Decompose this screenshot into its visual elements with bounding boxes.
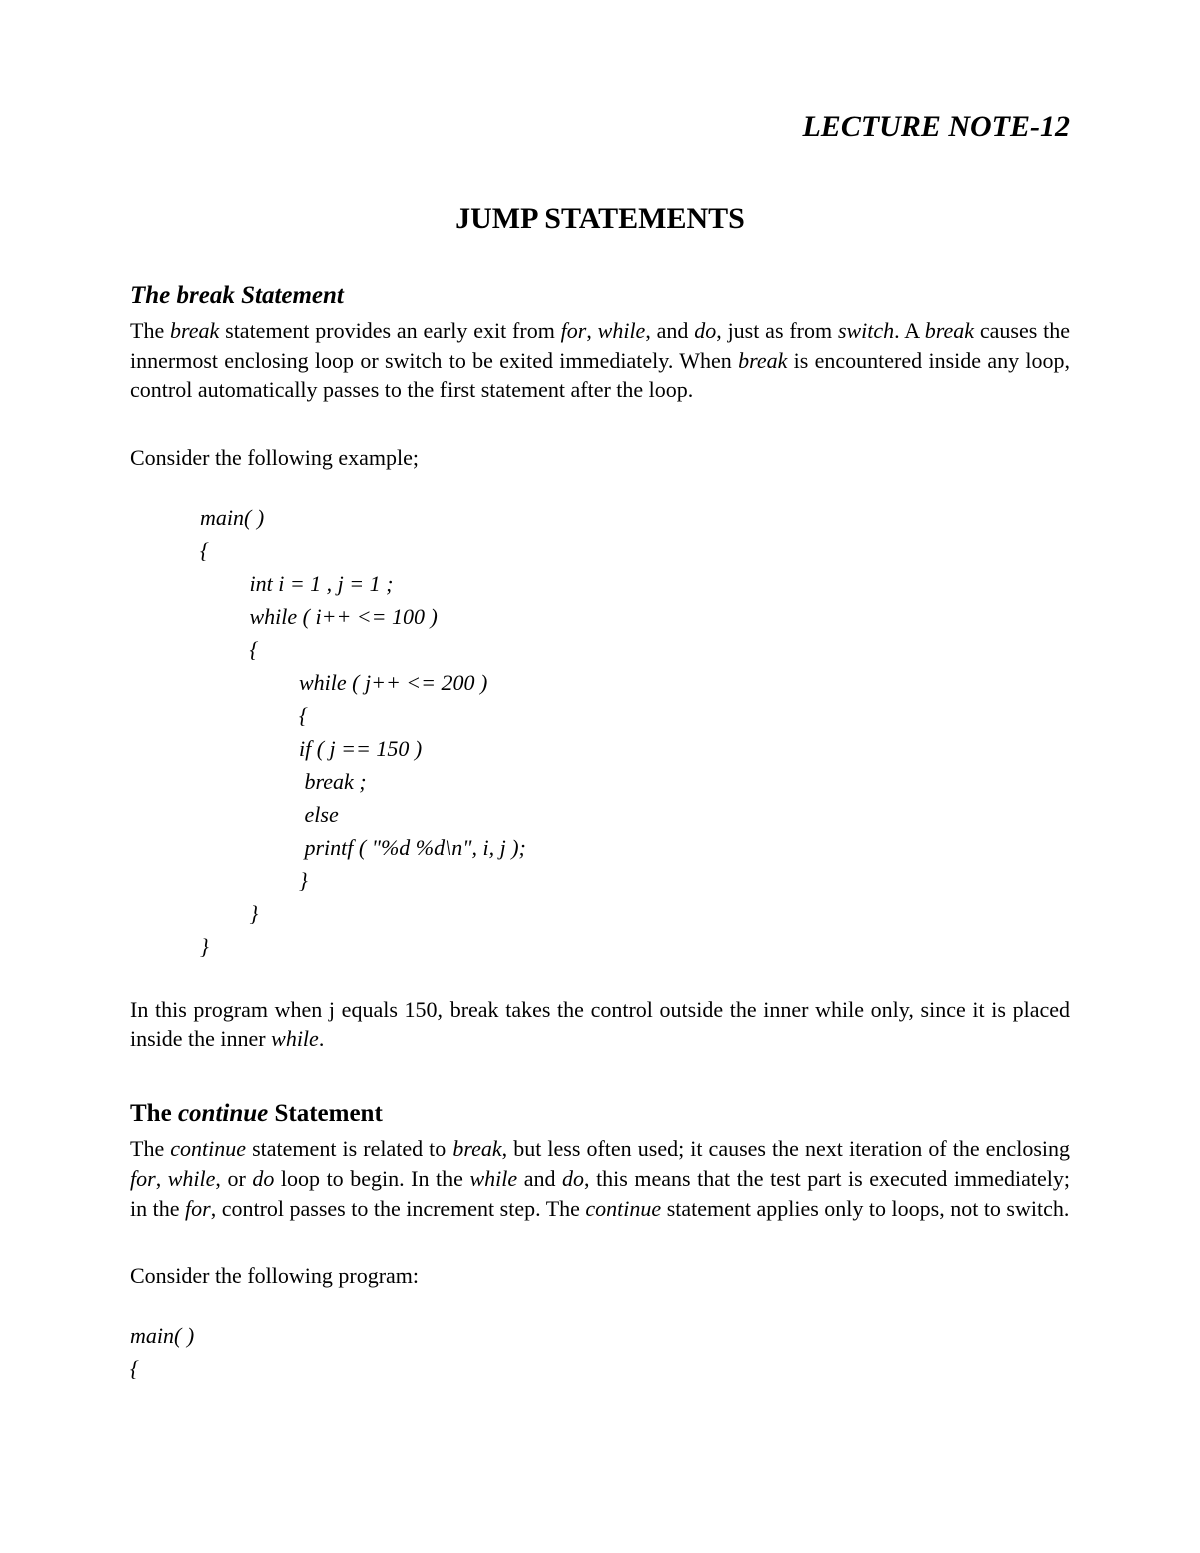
continue-consider-line: Consider the following program: (130, 1261, 1070, 1291)
section-heading-break: The break Statement (130, 282, 1070, 310)
lecture-header: LECTURE NOTE-12 (130, 110, 1070, 144)
heading-ital: continue (178, 1100, 268, 1127)
heading-post: Statement (268, 1100, 383, 1127)
continue-paragraph-1: The continue statement is related to bre… (130, 1134, 1070, 1223)
heading-pre: The (130, 1100, 178, 1127)
page-title: JUMP STATEMENTS (130, 202, 1070, 236)
break-paragraph-1: The break statement provides an early ex… (130, 316, 1070, 405)
section-heading-continue: The continue Statement (130, 1100, 1070, 1128)
break-code-example: main( ) { int i = 1 , j = 1 ; while ( i+… (200, 501, 1070, 963)
break-paragraph-2: In this program when j equals 150, break… (130, 995, 1070, 1054)
continue-code-example: main( ) { (130, 1319, 1070, 1385)
break-consider-line: Consider the following example; (130, 443, 1070, 473)
